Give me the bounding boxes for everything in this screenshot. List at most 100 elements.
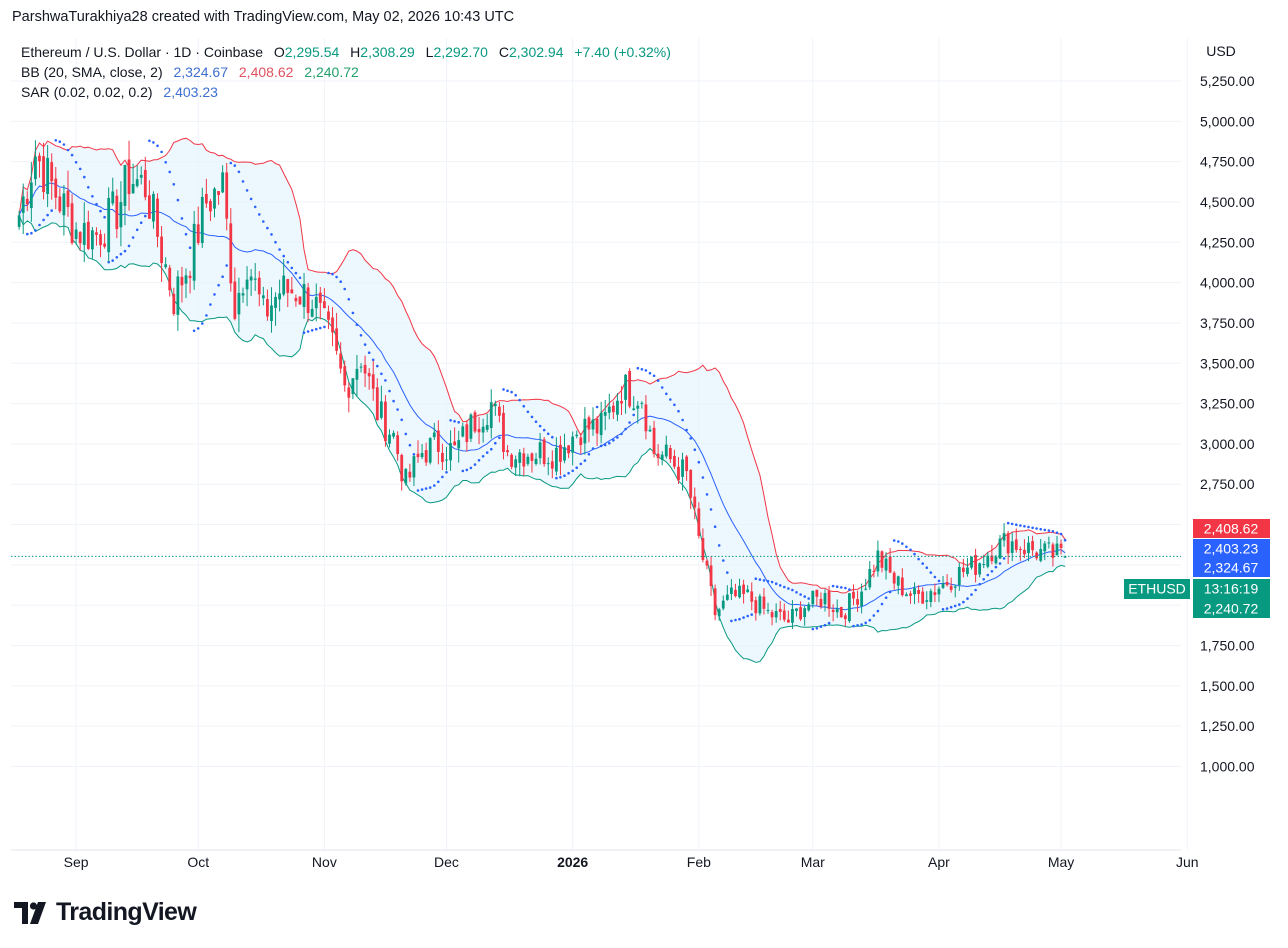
candle-body <box>310 308 314 317</box>
sar-dot <box>921 562 924 565</box>
sar-dot <box>738 617 741 621</box>
candle-body <box>518 452 522 463</box>
bb-upper-value: 2,408.62 <box>238 64 294 80</box>
candle-body <box>636 405 640 409</box>
candle-body <box>66 190 70 208</box>
tradingview-logo[interactable]: TradingView <box>14 898 197 927</box>
candle-body <box>563 447 566 461</box>
sar-dot <box>388 389 391 393</box>
sar-dot <box>713 525 717 528</box>
sar-dot <box>99 209 102 213</box>
sar-dot <box>929 571 933 574</box>
sar-dot <box>905 545 908 549</box>
sar-dot <box>1059 532 1063 536</box>
price-tag-label: 2,324.67 <box>1204 560 1259 576</box>
candle-body <box>1002 533 1006 541</box>
sar-dot <box>701 476 705 479</box>
candle-body <box>135 179 139 187</box>
sar-dot <box>172 183 176 186</box>
sar-dot <box>1006 521 1010 525</box>
time-tick-label: May <box>1048 854 1074 870</box>
candle-body <box>180 276 184 286</box>
candle-body <box>852 591 855 599</box>
candle-body <box>717 609 721 617</box>
candle-body <box>583 418 587 444</box>
sar-dot <box>433 484 436 487</box>
candle-body <box>611 405 615 413</box>
sar-dot <box>628 421 631 424</box>
sar-dot <box>811 627 815 631</box>
candle-body <box>424 450 428 463</box>
candle-body <box>705 560 709 566</box>
candle-body <box>445 459 448 461</box>
candle-body <box>74 229 78 239</box>
sar-dot <box>892 539 896 542</box>
sar-dot <box>787 587 790 590</box>
tradingview-logo-icon <box>14 901 46 924</box>
candle-body <box>725 594 729 600</box>
candle-body <box>526 456 530 464</box>
sar-dot <box>640 368 644 371</box>
candle-body <box>200 196 204 243</box>
sar-dot <box>559 476 562 479</box>
sar-dot <box>823 623 827 627</box>
sar-dot <box>164 161 167 164</box>
sar-dot <box>534 420 538 424</box>
sar-dot <box>408 443 412 447</box>
candle-body <box>530 453 534 461</box>
sar-dot <box>958 603 961 606</box>
sar-dot <box>196 327 200 330</box>
sar-dot <box>245 189 249 192</box>
candle-body <box>457 440 461 449</box>
candle-body <box>229 223 233 284</box>
price-tag-bg <box>1193 558 1270 577</box>
sar-dot <box>514 393 517 397</box>
sar-dot <box>420 488 424 491</box>
candle-body <box>217 190 220 195</box>
bb-upper-line <box>18 137 1066 594</box>
candle-body <box>196 224 200 243</box>
candle-body <box>489 402 493 428</box>
candle-body <box>607 406 611 413</box>
sar-dot <box>681 418 684 422</box>
sar-dot <box>477 459 481 462</box>
candle-body <box>160 236 163 264</box>
candle-body <box>909 593 912 596</box>
candle-body <box>50 162 54 182</box>
candle-body <box>245 279 249 290</box>
candle-body <box>347 387 351 398</box>
candle-body <box>628 370 632 407</box>
ohlc-legend-row[interactable]: Ethereum / U.S. Dollar · 1D · Coinbase O… <box>21 42 671 62</box>
sar-dot <box>722 559 725 562</box>
sar-legend-row[interactable]: SAR (0.02, 0.02, 0.2) 2,403.23 <box>21 82 671 102</box>
candle-body <box>25 198 29 205</box>
chart-area[interactable]: USD 5,250.00 5,000.00 4,750.00 4,500.00 4,250… <box>11 38 1277 878</box>
sar-dot <box>127 244 131 248</box>
sar-dot <box>237 170 241 174</box>
price-tick-label: 3,250.00 <box>1200 396 1255 412</box>
candle-body <box>888 556 892 573</box>
sar-dot <box>1019 524 1022 527</box>
sar-dot <box>795 591 798 594</box>
candle-body <box>571 436 575 453</box>
sar-dot <box>465 468 469 472</box>
candle-body <box>1055 543 1059 556</box>
price-tag-bg <box>1193 579 1270 599</box>
sar-dot <box>290 266 294 270</box>
sar-dot <box>188 246 192 249</box>
sar-dot <box>428 486 432 489</box>
candle-body <box>892 572 896 584</box>
symbol-tag-label: ETHUSD <box>1128 581 1186 597</box>
candle-body <box>510 454 514 467</box>
sar-dot <box>791 588 794 592</box>
candle-body <box>673 455 676 467</box>
candlestick-chart[interactable]: USD 5,250.00 5,000.00 4,750.00 4,500.00 4,250… <box>11 38 1277 878</box>
candle-body <box>261 295 265 299</box>
candle-body <box>961 567 965 573</box>
sar-dot <box>970 593 973 596</box>
candle-body <box>799 607 802 620</box>
candle-body <box>274 296 277 308</box>
candle-body <box>363 364 367 374</box>
bb-legend-row[interactable]: BB (20, SMA, close, 2) 2,324.67 2,408.62… <box>21 62 671 82</box>
candle-body <box>270 305 273 322</box>
